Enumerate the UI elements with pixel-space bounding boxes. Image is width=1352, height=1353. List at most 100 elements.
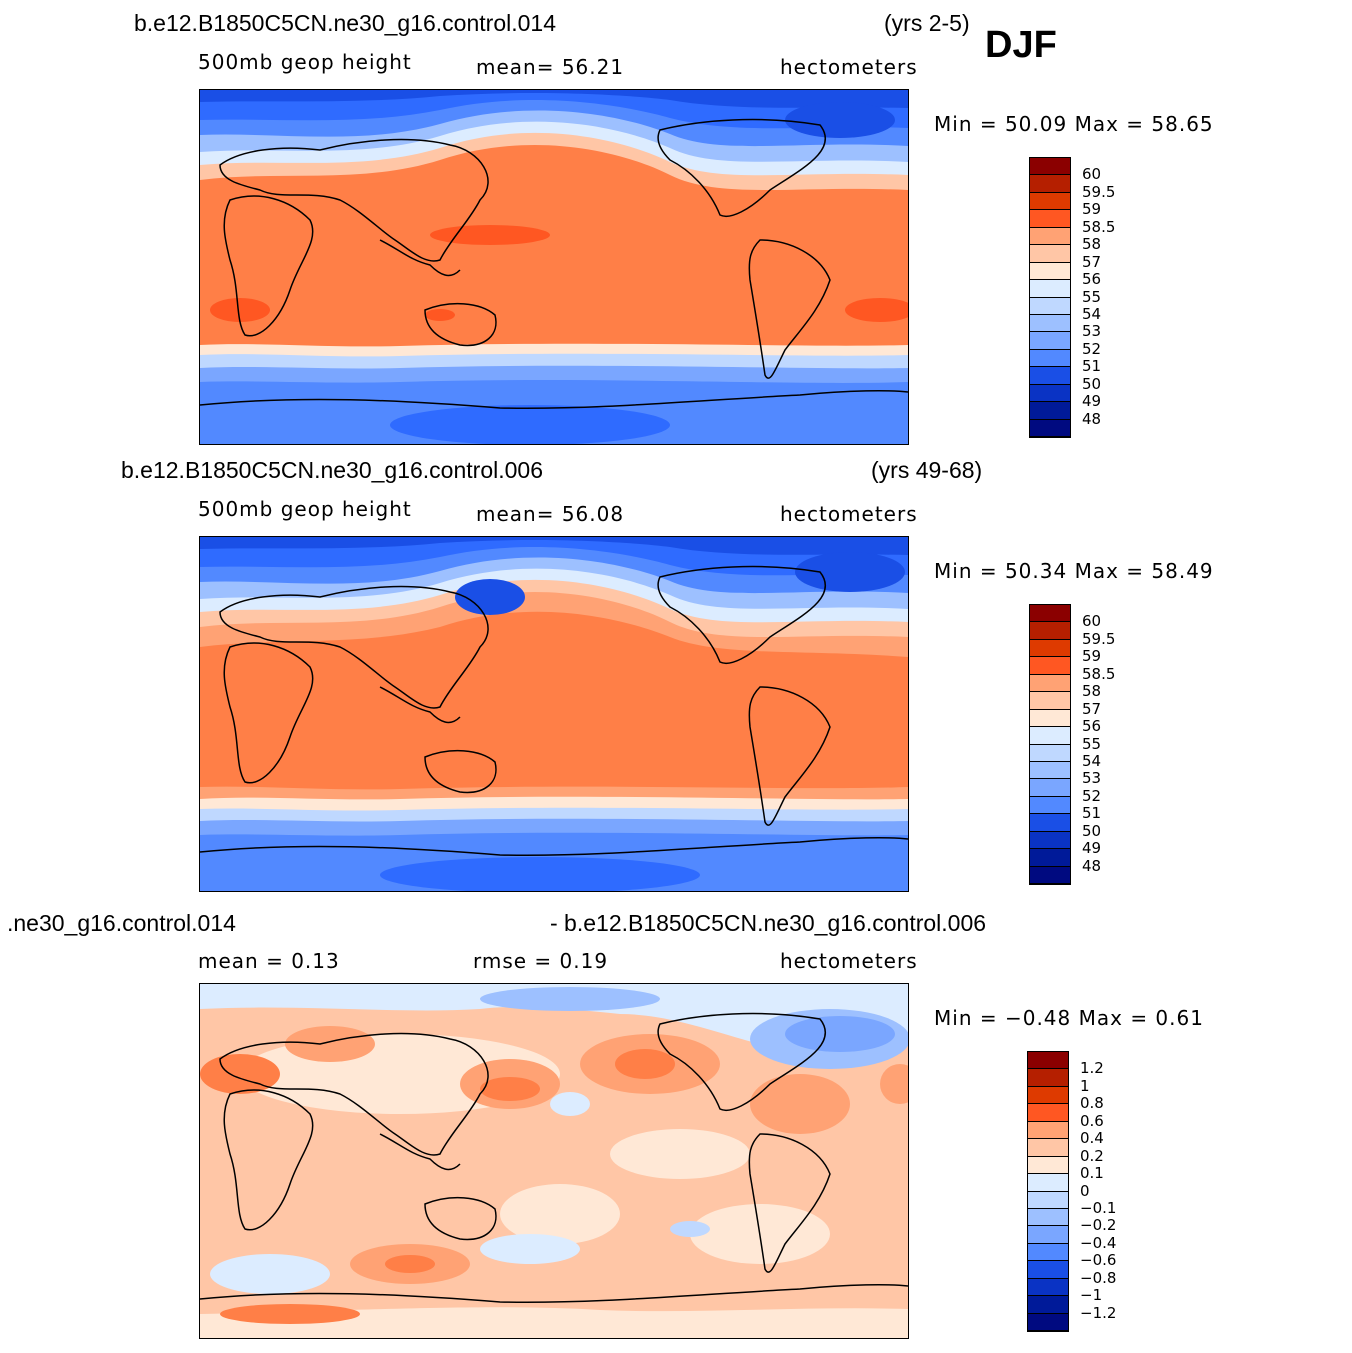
mean-3: mean = 0.13 [198, 949, 340, 973]
minmax-1: Min = 50.09 Max = 58.65 [934, 112, 1214, 136]
colorbar-label: 56 [1082, 270, 1102, 289]
minmax-2: Min = 50.34 Max = 58.49 [934, 559, 1214, 583]
colorbar-label: 52 [1082, 786, 1102, 805]
variable-1: 500mb geop height [198, 50, 412, 74]
colorbar-label: 60 [1082, 165, 1102, 184]
colorbar-label: −0.6 [1080, 1251, 1117, 1270]
colorbar-label: 55 [1082, 734, 1102, 753]
colorbar-label: 53 [1082, 322, 1102, 341]
colorbar-label: 1.2 [1080, 1059, 1104, 1078]
colorbar-swatch [1030, 727, 1070, 745]
colorbar-label: 58 [1082, 682, 1102, 701]
colorbar-swatch [1030, 692, 1070, 710]
colorbar-swatch [1028, 1243, 1068, 1262]
mean-1: mean= 56.21 [476, 55, 625, 79]
colorbar-swatch [1028, 1174, 1068, 1192]
colorbar-label: 59.5 [1082, 629, 1116, 648]
colorbar-swatch [1028, 1208, 1068, 1227]
map-panel-2 [199, 536, 909, 892]
colorbar-label: 48 [1082, 856, 1102, 875]
colorbar-swatch [1030, 314, 1070, 333]
colorbar-swatch [1030, 245, 1070, 263]
colorbar-label: 0.4 [1080, 1129, 1104, 1148]
colorbar-swatch [1030, 866, 1070, 884]
minmax-3: Min = −0.48 Max = 0.61 [934, 1006, 1204, 1030]
colorbar-swatch [1028, 1156, 1068, 1175]
colorbar-swatch [1030, 639, 1070, 658]
colorbar-swatch [1030, 709, 1070, 728]
colorbar-label: 0.6 [1080, 1111, 1104, 1130]
colorbar-swatch [1030, 761, 1070, 780]
colorbar-swatch [1030, 332, 1070, 350]
season-label: DJF [985, 24, 1057, 66]
colorbar-swatch [1028, 1069, 1068, 1087]
colorbar-label: 0.2 [1080, 1146, 1104, 1165]
colorbar-swatch [1030, 280, 1070, 298]
colorbar-label: 49 [1082, 839, 1102, 858]
years-2: (yrs 49-68) [871, 457, 983, 483]
map-field-2 [200, 537, 908, 891]
colorbar-label: 54 [1082, 304, 1102, 323]
colorbar-label: 56 [1082, 717, 1102, 736]
map-field-1 [200, 90, 908, 444]
colorbar-swatch [1030, 779, 1070, 797]
colorbar-label: 55 [1082, 287, 1102, 306]
colorbar-swatch [1030, 349, 1070, 368]
map-field-3 [200, 984, 908, 1338]
colorbar-label: 58 [1082, 235, 1102, 254]
colorbar-label: 0.1 [1080, 1164, 1104, 1183]
colorbar-swatch [1028, 1121, 1068, 1140]
colorbar-swatch [1028, 1191, 1068, 1209]
units-2: hectometers [780, 502, 918, 526]
colorbar-label: −1.2 [1080, 1303, 1117, 1322]
colorbar-swatch [1030, 419, 1070, 437]
colorbar-swatch [1030, 831, 1070, 850]
colorbar-swatch [1030, 622, 1070, 640]
colorbar-swatch [1030, 192, 1070, 211]
colorbar-swatch [1030, 744, 1070, 762]
colorbar-label: 54 [1082, 751, 1102, 770]
rmse-3: rmse = 0.19 [473, 949, 609, 973]
colorbar-label: 49 [1082, 392, 1102, 411]
case-name-2: b.e12.B1850C5CN.ne30_g16.control.006 [121, 457, 543, 483]
colorbar-swatch [1030, 175, 1070, 193]
colorbar-swatch [1030, 657, 1070, 675]
colorbar-label: 57 [1082, 252, 1102, 271]
colorbar-swatch [1030, 605, 1070, 623]
colorbar-label: 58.5 [1082, 217, 1116, 236]
map-panel-1 [199, 89, 909, 445]
colorbar-label: 59 [1082, 200, 1102, 219]
colorbar-swatch [1030, 814, 1070, 832]
colorbar-swatch [1028, 1226, 1068, 1244]
colorbar-swatch [1028, 1139, 1068, 1157]
colorbar-swatch [1030, 262, 1070, 281]
colorbar-swatch [1028, 1086, 1068, 1105]
colorbar-label: −1 [1080, 1286, 1103, 1305]
colorbar-label: 59.5 [1082, 182, 1116, 201]
colorbar-swatch [1030, 367, 1070, 385]
variable-2: 500mb geop height [198, 497, 412, 521]
map-panel-3 [199, 983, 909, 1339]
colorbar-label: 53 [1082, 769, 1102, 788]
colorbar-swatch [1028, 1261, 1068, 1279]
colorbar-label: −0.4 [1080, 1233, 1117, 1252]
colorbar-label: 58.5 [1082, 664, 1116, 683]
colorbar-label: 51 [1082, 804, 1102, 823]
colorbar-swatch [1028, 1104, 1068, 1122]
colorbar-label: −0.2 [1080, 1216, 1117, 1235]
colorbar-2: 60 59.5 59 58.5 58 57 56 55 54 53 52 51 50 49 48 [1029, 604, 1115, 885]
years-1: (yrs 2-5) [884, 10, 970, 36]
colorbar-swatch [1030, 158, 1070, 176]
colorbar-label: 50 [1082, 821, 1102, 840]
colorbar-label: 52 [1082, 339, 1102, 358]
colorbar-swatch [1030, 849, 1070, 867]
colorbar-swatch [1030, 384, 1070, 403]
colorbar-label: 0.8 [1080, 1094, 1104, 1113]
colorbar-label: 59 [1082, 647, 1102, 666]
colorbar-label: −0.1 [1080, 1198, 1117, 1217]
colorbar-swatch [1030, 796, 1070, 815]
case-diff-3: - b.e12.B1850C5CN.ne30_g16.control.006 [550, 910, 987, 936]
colorbar-1: 60 59.5 59 58.5 58 57 56 55 54 53 52 51 50 49 48 [1029, 157, 1115, 438]
colorbar-swatch [1030, 402, 1070, 420]
colorbar-label: 57 [1082, 699, 1102, 718]
